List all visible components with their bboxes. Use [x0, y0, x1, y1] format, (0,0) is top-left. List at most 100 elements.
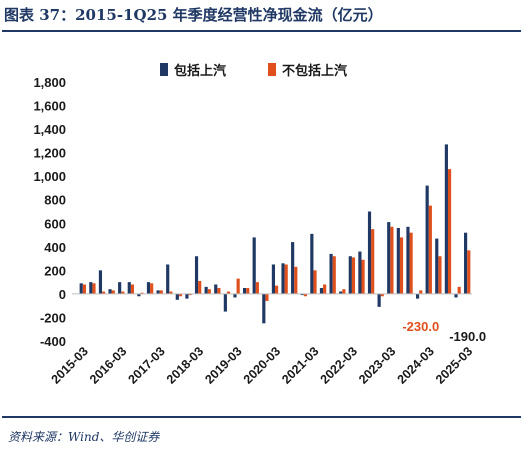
bar-incl: [79, 283, 83, 294]
bar-incl: [185, 293, 189, 299]
bar-incl: [464, 232, 468, 294]
bar-excl: [198, 280, 202, 294]
bar-incl: [444, 144, 448, 294]
source-note: 资料来源：Wind、华创证券: [8, 430, 160, 444]
bar-incl: [243, 288, 247, 294]
bar-excl: [246, 288, 250, 294]
bar-excl: [371, 229, 375, 294]
legend: 包括上汽 不包括上汽: [160, 63, 347, 79]
bar-excl: [447, 169, 452, 294]
bar-incl: [358, 251, 362, 294]
bar-excl: [178, 293, 183, 297]
x-tick-label: 2017-03: [125, 344, 167, 386]
bar-incl: [252, 237, 256, 294]
annotation-incl-label: -190.0: [449, 329, 486, 344]
bar-incl: [367, 211, 372, 294]
bar-excl: [438, 256, 442, 294]
bar-excl: [457, 286, 461, 294]
bar-incl: [300, 293, 304, 296]
bar-incl: [223, 293, 227, 312]
bar-excl: [275, 285, 279, 294]
bar-incl: [118, 282, 122, 294]
x-tick-label: 2016-03: [87, 344, 129, 386]
bar-incl: [377, 293, 381, 307]
y-tick-label: 1,600: [33, 99, 66, 114]
bar-incl: [156, 290, 160, 294]
x-tick-label: 2025-03: [433, 344, 475, 386]
bar-incl: [262, 293, 266, 324]
bar-excl: [150, 283, 154, 294]
y-axis: -400 -200 0 200 400 600 800 1,000 1,200 1,400 1,60…: [33, 75, 66, 349]
x-axis: 2015-032016-032017-032018-032019-032020-…: [49, 293, 475, 387]
x-tick-label: 2022-03: [318, 344, 360, 386]
bar-excl: [409, 232, 413, 294]
y-tick-label: 600: [44, 216, 66, 231]
bar-excl: [313, 270, 317, 294]
bar-incl: [454, 293, 458, 298]
bar-incl: [233, 293, 237, 298]
bar-incl: [406, 226, 410, 294]
bar-excl: [140, 292, 144, 294]
bar-incl: [166, 264, 170, 294]
bar-incl: [435, 238, 439, 294]
y-tick-label: 800: [44, 193, 66, 208]
bar-incl: [214, 284, 218, 294]
annotations: -230.0 -190.0: [402, 319, 486, 344]
bar-incl: [319, 288, 324, 294]
bar-excl: [82, 284, 86, 294]
y-tick-label: 200: [44, 263, 66, 278]
bar-incl: [291, 242, 295, 294]
bar-excl: [92, 283, 96, 294]
bar-excl: [169, 291, 173, 294]
legend-swatch-1: [160, 63, 168, 76]
bar-incl: [425, 185, 429, 294]
bar-excl: [111, 290, 115, 294]
bar-excl: [390, 226, 394, 294]
bar-incl: [329, 253, 333, 294]
bar-incl: [89, 282, 93, 294]
bar-excl: [255, 282, 259, 294]
x-tick-label: 2023-03: [356, 344, 398, 386]
bar-incl: [415, 293, 420, 299]
annotation-excl-label: -230.0: [402, 319, 439, 334]
bar-incl: [204, 286, 208, 294]
title-bar: [2, 0, 521, 32]
legend-swatch-2: [268, 63, 276, 76]
y-tick-label: 1,000: [33, 169, 66, 184]
bar-excl: [399, 237, 404, 294]
legend-label-2: 不包括上汽: [282, 63, 347, 79]
legend-label-1: 包括上汽: [174, 63, 226, 79]
bar-incl: [348, 256, 352, 294]
bar-incl: [137, 293, 141, 297]
bar-excl: [428, 205, 432, 294]
x-tick-label: 2020-03: [241, 344, 283, 386]
x-tick-label: 2018-03: [164, 344, 206, 386]
bar-excl: [467, 250, 471, 294]
bar-incl: [310, 233, 314, 294]
source-divider: [2, 416, 521, 418]
bars: [79, 144, 471, 324]
bar-incl: [98, 270, 103, 294]
bar-incl: [175, 293, 179, 300]
bar-excl: [265, 293, 269, 301]
bar-incl: [387, 222, 391, 294]
x-tick-label: 2021-03: [279, 344, 321, 386]
bar-excl: [121, 291, 125, 294]
bar-incl: [146, 282, 151, 294]
bar-incl: [127, 282, 131, 294]
bar-excl: [351, 257, 356, 294]
bar-excl: [130, 284, 135, 294]
bar-excl: [207, 289, 211, 294]
y-tick-label: 0: [59, 287, 66, 302]
bar-incl: [194, 256, 199, 294]
bar-incl: [271, 264, 275, 294]
y-tick-label: 1,800: [33, 75, 66, 90]
bar-excl: [361, 259, 365, 294]
bar-excl: [217, 288, 221, 294]
bar-incl: [396, 227, 400, 294]
x-tick-label: 2019-03: [202, 344, 244, 386]
bar-excl: [188, 293, 192, 296]
bar-excl: [380, 293, 384, 297]
bar-excl: [332, 256, 336, 294]
